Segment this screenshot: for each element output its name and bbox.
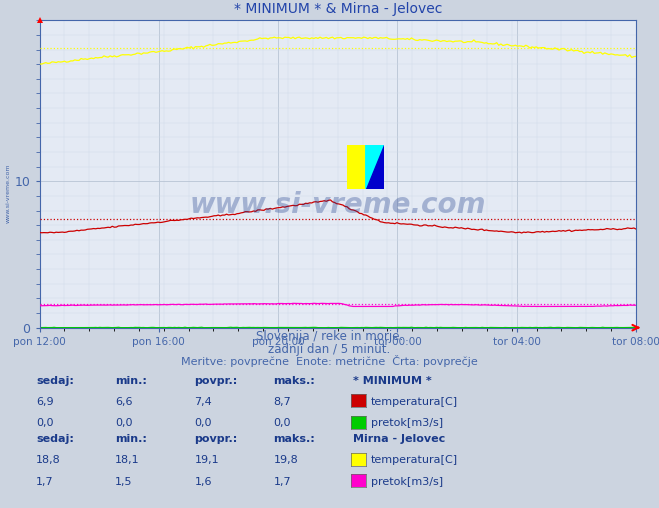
Text: maks.:: maks.: [273,434,315,444]
Text: 8,7: 8,7 [273,397,291,407]
Text: sedaj:: sedaj: [36,434,74,444]
Text: povpr.:: povpr.: [194,434,238,444]
Text: 0,0: 0,0 [273,418,291,428]
Text: 0,0: 0,0 [36,418,54,428]
Text: www.si-vreme.com: www.si-vreme.com [6,163,11,223]
Text: 1,7: 1,7 [273,477,291,487]
Text: sedaj:: sedaj: [36,375,74,386]
Polygon shape [366,145,384,188]
Text: 0,0: 0,0 [115,418,133,428]
Text: maks.:: maks.: [273,375,315,386]
Text: zadnji dan / 5 minut.: zadnji dan / 5 minut. [268,342,391,356]
Text: 1,5: 1,5 [115,477,133,487]
Title: * MINIMUM * & Mirna - Jelovec: * MINIMUM * & Mirna - Jelovec [233,3,442,16]
Text: * MINIMUM *: * MINIMUM * [353,375,431,386]
Text: 19,8: 19,8 [273,455,299,465]
Text: 6,9: 6,9 [36,397,54,407]
Text: 19,1: 19,1 [194,455,219,465]
Text: 7,4: 7,4 [194,397,212,407]
Text: povpr.:: povpr.: [194,375,238,386]
Polygon shape [366,145,384,188]
Text: pretok[m3/s]: pretok[m3/s] [371,418,443,428]
Text: Slovenija / reke in morje.: Slovenija / reke in morje. [256,330,403,343]
Text: temperatura[C]: temperatura[C] [371,397,458,407]
Text: 18,8: 18,8 [36,455,61,465]
Bar [347,145,366,188]
Text: 18,1: 18,1 [115,455,140,465]
Text: 1,7: 1,7 [36,477,54,487]
Text: Meritve: povprečne  Enote: metrične  Črta: povprečje: Meritve: povprečne Enote: metrične Črta:… [181,355,478,367]
Text: min.:: min.: [115,375,147,386]
Text: 1,6: 1,6 [194,477,212,487]
Text: Mirna - Jelovec: Mirna - Jelovec [353,434,445,444]
Text: temperatura[C]: temperatura[C] [371,455,458,465]
Text: 6,6: 6,6 [115,397,133,407]
Text: pretok[m3/s]: pretok[m3/s] [371,477,443,487]
Text: 0,0: 0,0 [194,418,212,428]
Text: min.:: min.: [115,434,147,444]
Text: www.si-vreme.com: www.si-vreme.com [190,190,486,219]
